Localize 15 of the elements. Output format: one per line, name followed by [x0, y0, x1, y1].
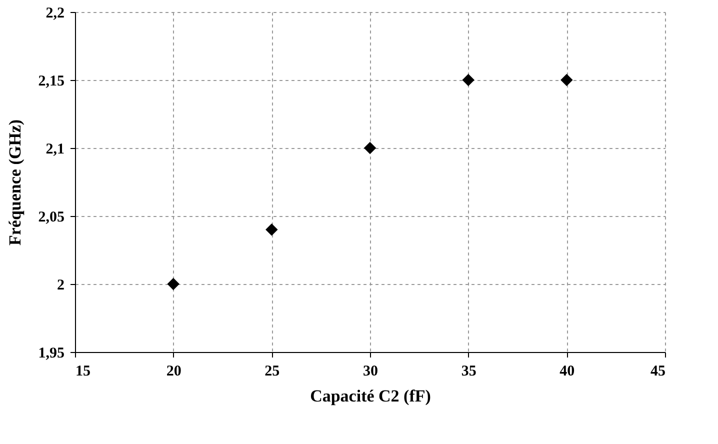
x-tick-label: 25 — [264, 364, 280, 380]
y-tick-label: 2,05 — [38, 210, 64, 226]
x-tick-label: 30 — [363, 364, 378, 380]
y-tick-label: 2 — [57, 278, 64, 294]
x-tick-label: 15 — [76, 364, 90, 380]
x-tick-label: 20 — [166, 364, 182, 380]
y-tick-label: 2,15 — [38, 74, 64, 90]
x-tick-label: 45 — [650, 364, 666, 380]
x-tick-label: 40 — [560, 364, 575, 380]
y-tick-label: 1,95 — [38, 346, 64, 362]
y-tick-label: 2,2 — [46, 6, 64, 22]
x-axis-title: Capacité C2 (fF) — [310, 386, 431, 406]
y-tick-label: 2,1 — [46, 142, 64, 158]
y-axis-title: Fréquence (GHz) — [5, 119, 24, 246]
x-tick-label: 35 — [461, 364, 476, 380]
